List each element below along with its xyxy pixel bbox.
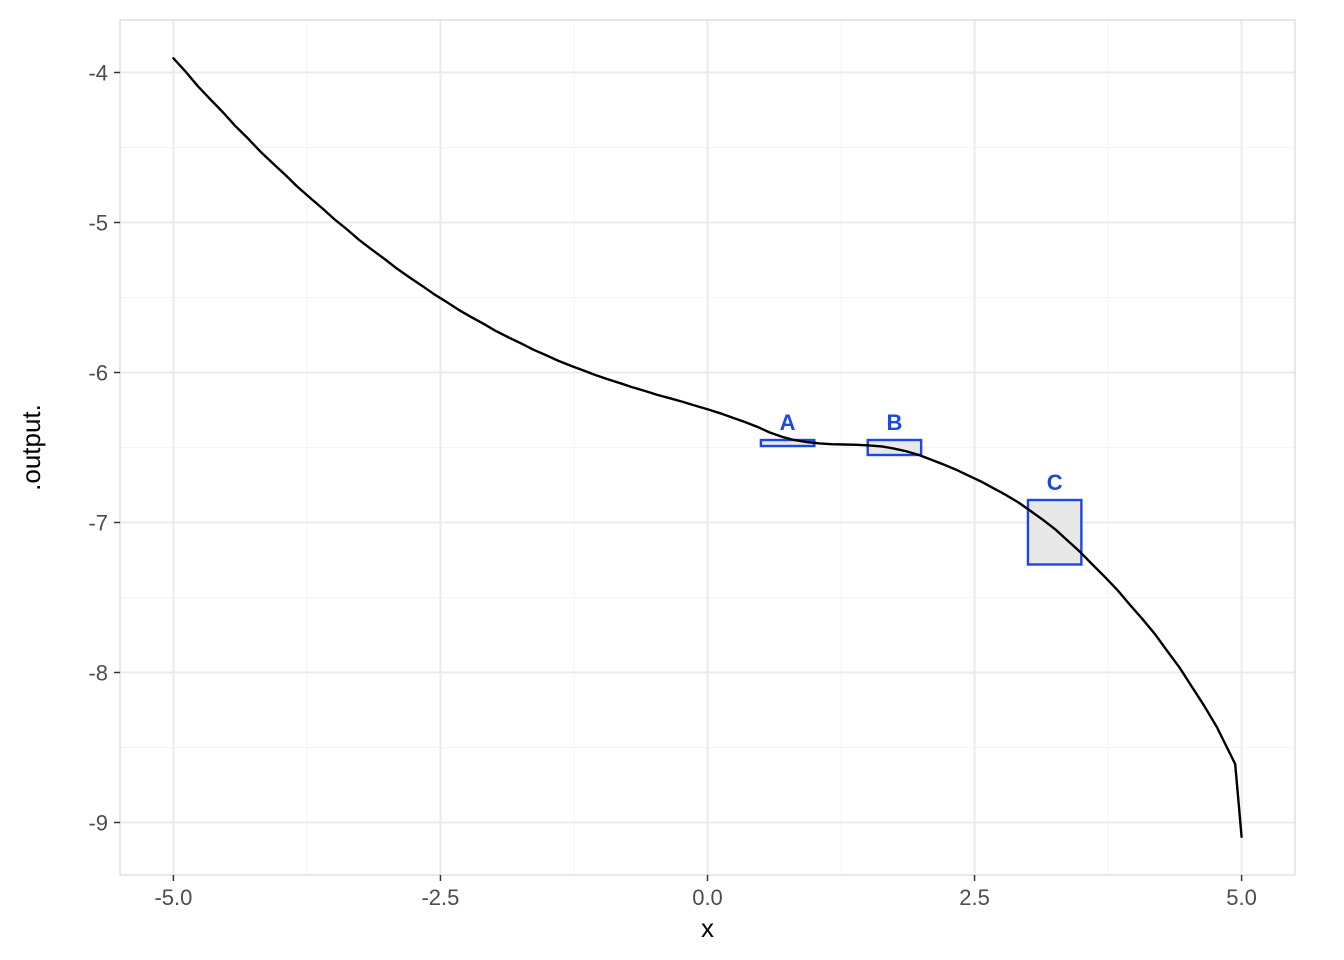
x-tick-label: -5.0 [154,885,192,910]
annotation-label: C [1047,470,1063,495]
y-axis-title: .output. [16,404,46,491]
annotation-label: B [886,410,902,435]
x-tick-label: 2.5 [959,885,990,910]
y-tick-label: -8 [88,661,108,686]
x-tick-label: 0.0 [692,885,723,910]
chart: A B C -5.0 -2.5 0.0 2.5 5.0 -9 -8 -7 -6 -5 -4 x .outpu… [0,0,1344,960]
x-axis-title: x [701,913,714,943]
y-tick-label: -4 [88,61,108,86]
x-tick-label: -2.5 [421,885,459,910]
y-tick-label: -9 [88,811,108,836]
annotation-box [1028,500,1081,565]
y-tick-label: -5 [88,211,108,236]
plot-panel: A B C [120,20,1295,875]
y-tick-label: -6 [88,361,108,386]
x-tick-label: 5.0 [1226,885,1257,910]
annotation-label: A [780,410,796,435]
y-tick-label: -7 [88,511,108,536]
